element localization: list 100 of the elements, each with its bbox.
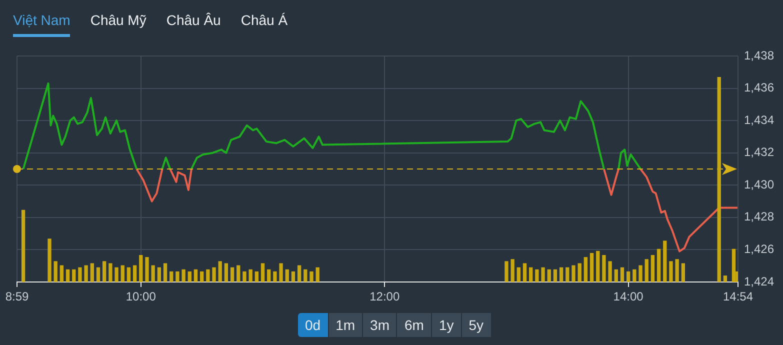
bar xyxy=(248,269,252,282)
x-tick-label: 12:00 xyxy=(370,290,400,304)
bar xyxy=(188,271,192,282)
y-tick-label: 1,430 xyxy=(744,177,774,192)
bar xyxy=(78,267,82,282)
bar xyxy=(644,259,648,282)
bar xyxy=(170,271,174,282)
y-tick-label: 1,434 xyxy=(744,112,774,127)
bar xyxy=(279,263,283,282)
text: 1y xyxy=(432,313,461,337)
y-tick-label: 1,428 xyxy=(744,210,774,224)
x-tick-label: 10:00 xyxy=(126,290,156,304)
bar xyxy=(723,276,728,282)
bar xyxy=(316,267,320,282)
bar xyxy=(620,267,624,282)
bar xyxy=(126,267,131,282)
bar xyxy=(114,267,118,282)
bar xyxy=(66,269,70,282)
bar xyxy=(291,271,296,282)
bar xyxy=(200,271,204,282)
bar xyxy=(285,269,289,282)
bar xyxy=(139,255,143,282)
bar xyxy=(510,259,514,282)
bar xyxy=(151,265,155,282)
bar xyxy=(120,265,124,282)
text: 6m xyxy=(397,313,431,337)
bar xyxy=(310,271,314,282)
bar xyxy=(522,263,527,282)
bar xyxy=(90,263,94,282)
bar xyxy=(602,255,606,282)
bar xyxy=(663,240,667,282)
bar xyxy=(206,269,210,282)
bar xyxy=(732,248,736,282)
bar xyxy=(230,267,234,282)
bar xyxy=(267,269,271,282)
bar xyxy=(132,265,137,282)
bar xyxy=(535,269,539,282)
bar xyxy=(596,250,600,282)
y-tick-label: 1,432 xyxy=(744,145,774,160)
bar xyxy=(48,238,52,282)
x-tick-label: 8:59 xyxy=(5,290,29,304)
bar xyxy=(590,252,594,282)
bar xyxy=(84,265,88,282)
text: 3m xyxy=(363,313,396,337)
bar xyxy=(218,261,222,282)
bar xyxy=(145,257,149,282)
bar xyxy=(681,263,685,282)
bar xyxy=(584,257,588,282)
bar xyxy=(504,261,508,282)
bar xyxy=(21,210,26,282)
bar xyxy=(656,248,661,282)
bar xyxy=(163,263,168,282)
bar xyxy=(614,269,618,282)
text: Châu Mỹ xyxy=(90,12,146,30)
y-tick-label: 1,436 xyxy=(744,80,774,95)
y-tick-label: 1,424 xyxy=(744,274,774,288)
bar xyxy=(675,259,679,282)
y-tick-label: 1,426 xyxy=(744,242,774,256)
bar xyxy=(157,267,162,282)
bar xyxy=(182,269,186,282)
bar xyxy=(529,267,533,282)
bar xyxy=(224,263,228,282)
bar xyxy=(632,269,636,282)
text: Châu Âu xyxy=(166,12,221,30)
bar xyxy=(242,271,246,282)
bar xyxy=(72,269,76,282)
bar xyxy=(553,269,558,282)
bar xyxy=(194,269,198,282)
text: 0d xyxy=(298,313,328,337)
bar xyxy=(60,265,64,282)
bar xyxy=(260,263,265,282)
bar xyxy=(638,265,642,282)
bar xyxy=(559,267,564,282)
bar xyxy=(541,267,545,282)
bar xyxy=(626,271,630,282)
bar xyxy=(96,267,100,282)
bar xyxy=(304,269,308,282)
bar xyxy=(717,77,721,282)
bar xyxy=(54,261,58,282)
text: Châu Á xyxy=(240,12,288,30)
bar xyxy=(212,267,216,282)
bar xyxy=(572,265,576,282)
bar xyxy=(650,255,655,282)
bar xyxy=(297,265,302,282)
x-tick-label: 14:54 xyxy=(722,290,754,304)
bar xyxy=(608,261,612,282)
bar xyxy=(273,271,277,282)
x-tick-label: 14:00 xyxy=(613,290,644,304)
bar xyxy=(578,263,582,282)
bar xyxy=(566,267,570,282)
bar xyxy=(547,269,551,282)
bar xyxy=(236,265,240,282)
y-tick-label: 1,438 xyxy=(744,48,774,62)
text: 5y xyxy=(462,313,491,337)
bar xyxy=(669,261,673,282)
bar xyxy=(108,263,112,282)
text: 1m xyxy=(328,313,362,337)
text: Việt Nam xyxy=(13,12,70,37)
bar xyxy=(102,261,106,282)
bar xyxy=(176,271,180,282)
